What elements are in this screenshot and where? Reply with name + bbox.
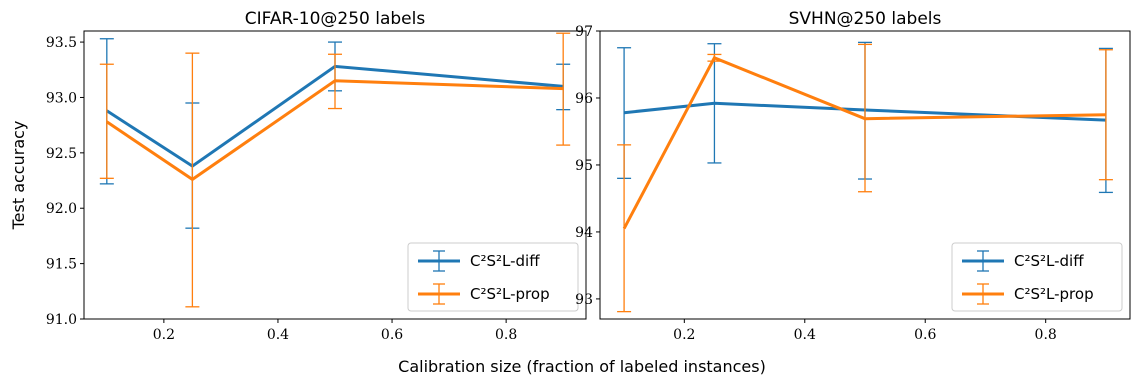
x-tick-label: 0.8 <box>495 327 517 343</box>
x-tick-label: 0.4 <box>267 327 289 343</box>
x-tick-label: 0.8 <box>1035 327 1057 343</box>
series-line <box>622 55 1106 230</box>
y-tick-label: 91.5 <box>46 257 77 273</box>
y-tick-label: 92.0 <box>46 201 77 217</box>
x-axis-label: Calibration size (fraction of labeled in… <box>398 357 766 376</box>
y-tick-label: 94 <box>575 225 593 241</box>
series-prop-svhn <box>617 43 1113 313</box>
y-tick-label: 92.5 <box>46 146 77 162</box>
legend-label: C²S²L-diff <box>1014 252 1084 270</box>
x-tick-label: 0.2 <box>673 327 695 343</box>
series-prop-cifar10 <box>99 32 571 308</box>
y-tick-label: 97 <box>575 24 593 40</box>
legend-entry-prop: C²S²L-prop <box>418 283 550 305</box>
series-line <box>105 64 564 168</box>
plot-area-frame <box>83 30 587 320</box>
plot-area-frame <box>599 30 1131 320</box>
chart-title-svhn: SVHN@250 labels <box>789 9 942 29</box>
x-tick-label: 0.2 <box>153 327 175 343</box>
y-tick-label: 91.0 <box>46 312 77 328</box>
y-tick-label: 96 <box>575 91 593 107</box>
legend-label: C²S²L-diff <box>470 252 540 270</box>
y-tick-label: 93 <box>575 292 593 308</box>
y-tick-label: 93.5 <box>46 35 77 51</box>
x-tick-label: 0.6 <box>914 327 936 343</box>
legend-entry-prop: C²S²L-prop <box>962 283 1094 305</box>
y-tick-label: 93.0 <box>46 90 77 106</box>
legend-label: C²S²L-prop <box>1014 285 1094 303</box>
legend-label: C²S²L-prop <box>470 285 550 303</box>
panel-svhn: SVHN@250 labels 0.2 0.4 0.6 0.8 93 94 95 96 97 C… <box>575 9 1131 343</box>
chart-title-cifar10: CIFAR-10@250 labels <box>245 9 426 29</box>
legend-entry-diff: C²S²L-diff <box>418 250 540 272</box>
y-axis-label: Test accuracy <box>9 121 28 231</box>
x-tick-label: 0.4 <box>794 327 816 343</box>
legend-entry-diff: C²S²L-diff <box>962 250 1084 272</box>
series-line <box>623 101 1106 122</box>
series-line <box>105 79 564 182</box>
y-tick-label: 95 <box>575 158 593 174</box>
panel-cifar10: CIFAR-10@250 labels 0.2 0.4 0.6 0.8 91.0 91.5… <box>46 9 587 343</box>
x-tick-label: 0.6 <box>381 327 403 343</box>
